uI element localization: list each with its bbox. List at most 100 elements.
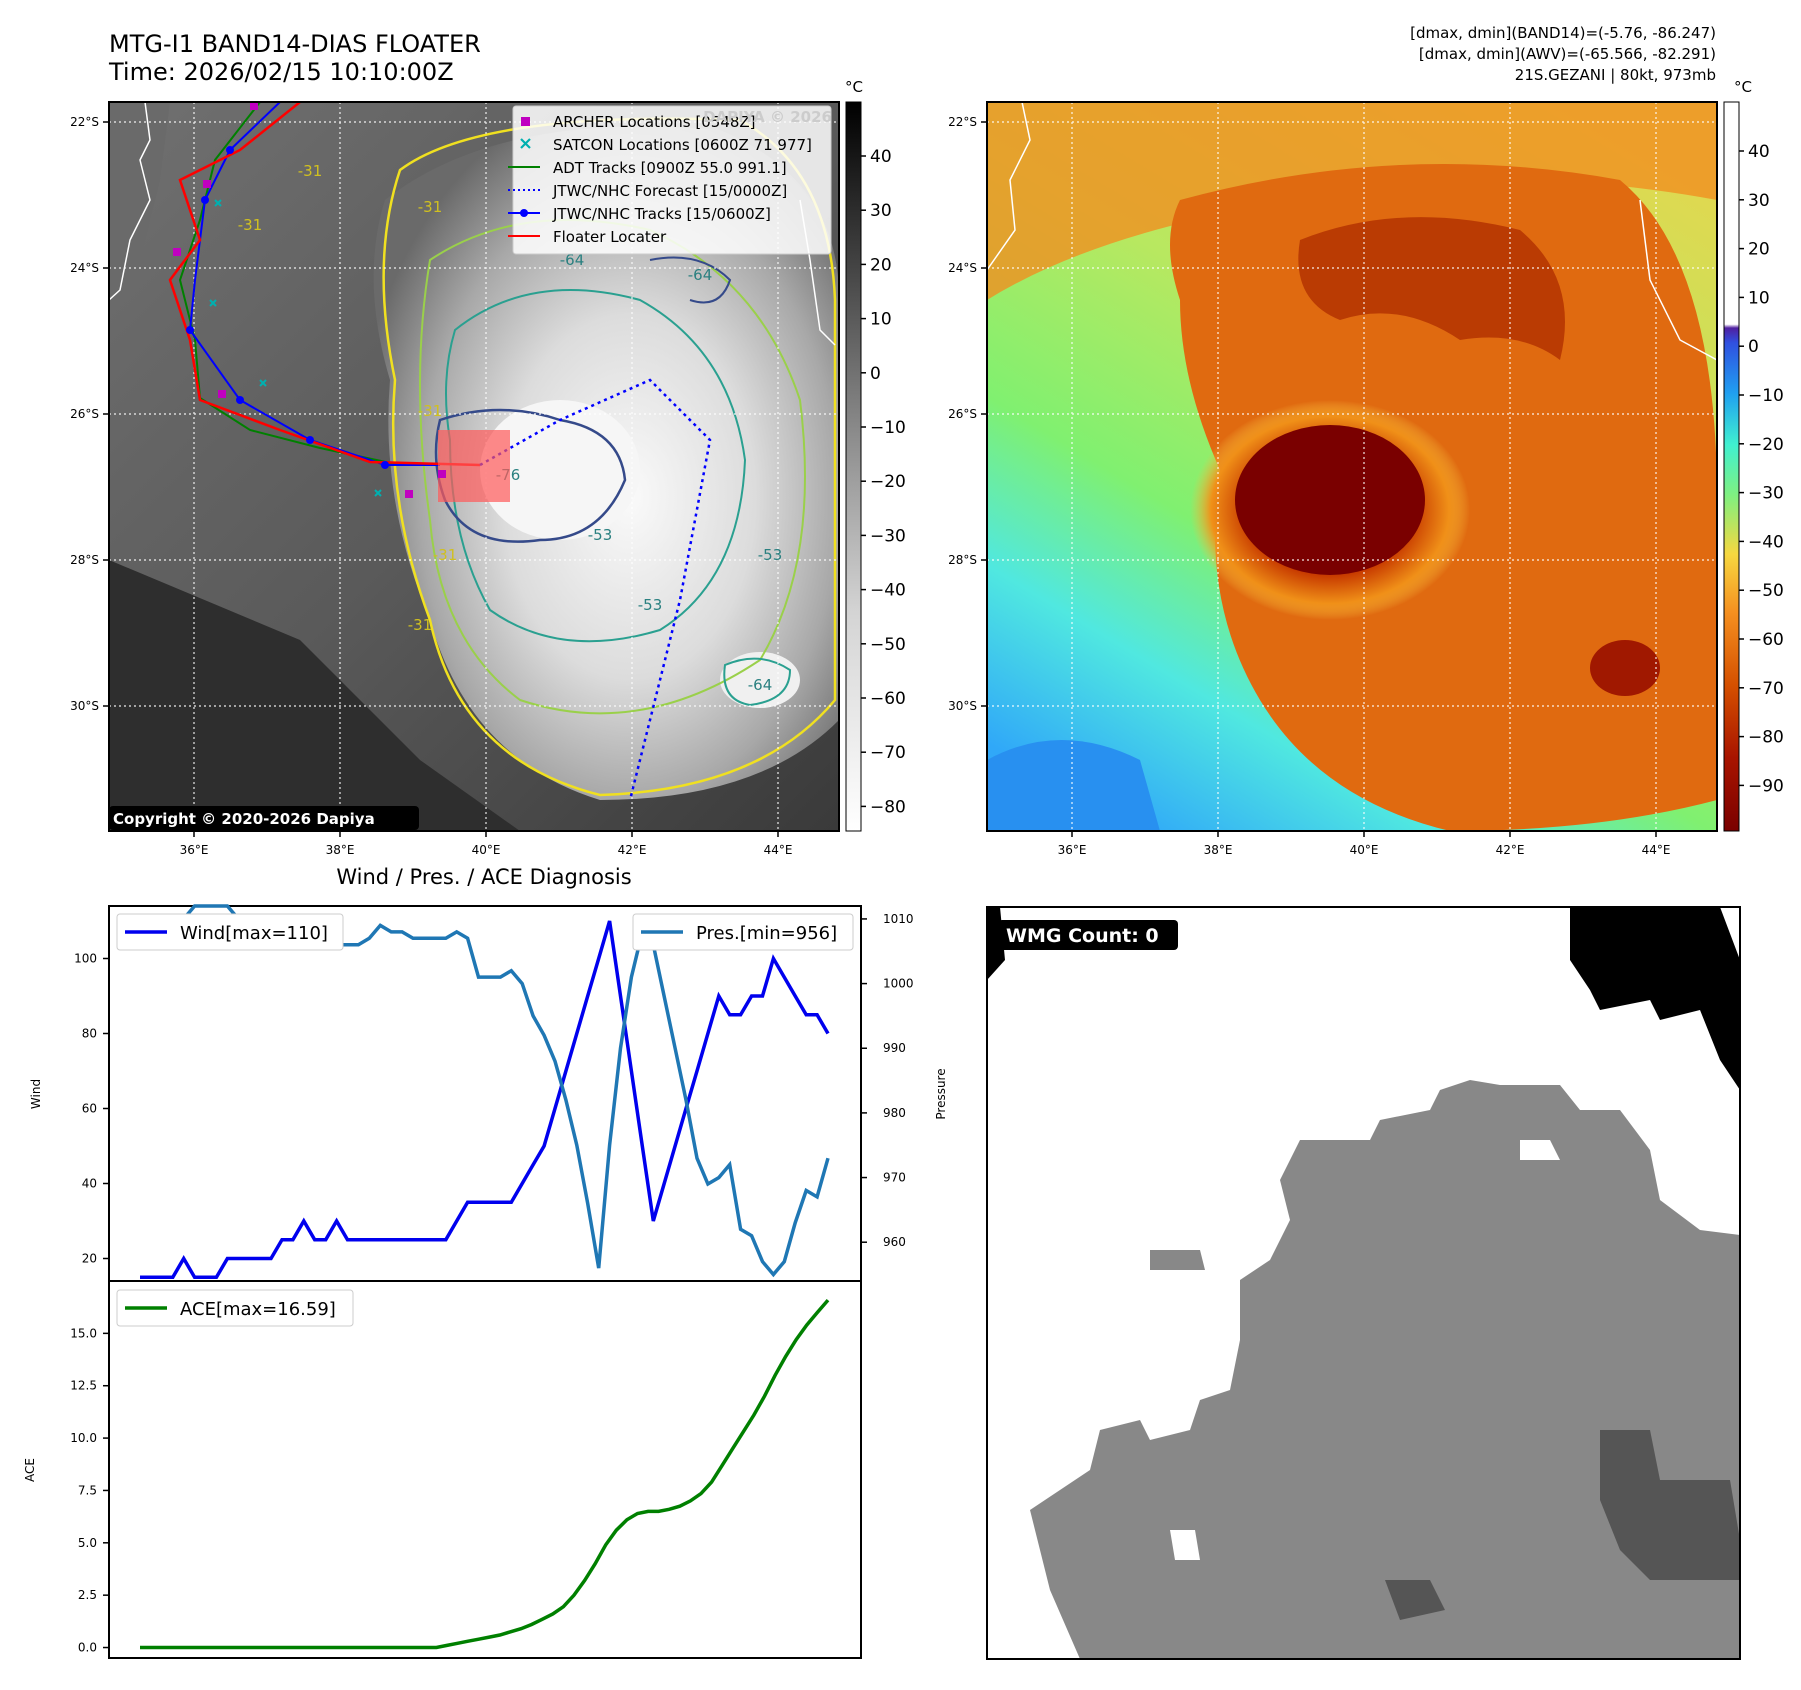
- wind-tick-label: 80: [82, 1027, 97, 1041]
- awv-gridlines: [987, 102, 1717, 831]
- colorbar-tick-label: −20: [1748, 435, 1784, 455]
- legend-satcon: SATCON Locations [0600Z 71 977]: [553, 136, 812, 154]
- colorbar-tick-label: −90: [1748, 776, 1784, 796]
- wind-tick-label: 20: [82, 1252, 97, 1266]
- lon-tick-label: 36°E: [180, 843, 209, 857]
- legend-archer: ARCHER Locations [0548Z]: [553, 113, 756, 131]
- awv-map-panel: 22°S 24°S 26°S 28°S 30°S 36°E 38°E 40°E 42°E 44°…: [948, 78, 1784, 857]
- awv-core-darkest: [1235, 425, 1425, 575]
- satcon-markers: [209, 199, 382, 497]
- colorbar-tick-label: −40: [1748, 532, 1784, 552]
- wind-tick-label: 60: [82, 1102, 97, 1116]
- colorbar-tick-label: 10: [1748, 288, 1770, 308]
- wmg-panel: WMG Count: 0: [986, 906, 1741, 1660]
- lon-tick-label: 40°E: [1350, 843, 1379, 857]
- wmg-count-box: [998, 920, 1178, 950]
- pressure-axis-label: Pressure: [934, 1068, 948, 1119]
- colorbar-tick-label: −10: [1748, 386, 1784, 406]
- awv-frame: [986, 101, 1718, 832]
- wind-pressure-chart: Wind / Pres. / ACE Diagnosis 20 40 60 80 100…: [29, 865, 948, 1282]
- diagnosis-title: Wind / Pres. / ACE Diagnosis: [336, 865, 631, 889]
- ace-tick-label: 2.5: [78, 1588, 97, 1602]
- figure-title: MTG-I1 BAND14-DIAS FLOATER: [109, 30, 481, 58]
- ir-colorbar-ticks: 40 30 20 10 0 −10 −20 −30 −40 −50 −60 −70 −80: [861, 147, 906, 817]
- lon-tick-label: 36°E: [1058, 843, 1087, 857]
- pressure-tick-label: 980: [883, 1106, 906, 1120]
- ace-tick-label: 10.0: [70, 1431, 97, 1445]
- floater-box: [438, 430, 510, 502]
- watermark: DAPIYA © 2026: [703, 108, 832, 126]
- awv-coastline: [987, 102, 1031, 271]
- awv-south-cell: [1590, 640, 1660, 696]
- ace-frame: [108, 1280, 862, 1659]
- awv-colorbar-unit: °C: [1734, 78, 1752, 96]
- contour-53-south: [723, 657, 792, 707]
- lon-tick-label: 38°E: [1204, 843, 1233, 857]
- wind-series-line: [140, 920, 830, 1280]
- colorbar-tick-label: −60: [870, 689, 906, 709]
- wmg-black-region: [1570, 907, 1740, 1090]
- pressure-tick-label: 970: [883, 1171, 906, 1185]
- contour-label: -31: [433, 546, 458, 564]
- legend-adt: ADT Tracks [0900Z 55.0 991.1]: [553, 159, 787, 177]
- lat-tick-label: 24°S: [948, 261, 977, 275]
- ace-ticks: 0.0 2.5 5.0 7.5 10.0 12.5 15.0: [70, 1326, 109, 1655]
- lat-tick-label: 22°S: [70, 115, 99, 129]
- pressure-tick-label: 1010: [883, 912, 914, 926]
- lon-tick-label: 44°E: [764, 843, 793, 857]
- pressure-tick-label: 1000: [883, 977, 914, 991]
- satcon-legend-icon: [520, 138, 531, 149]
- awv-colorbar-ticks: 40 30 20 10 0 −10 −20 −30 −40 −50 −60 −70 −80 −90: [1739, 142, 1784, 796]
- lat-tick-label: 30°S: [70, 699, 99, 713]
- wind-legend: Wind[max=110]: [116, 913, 344, 951]
- lon-tick-label: 42°E: [1496, 843, 1525, 857]
- colorbar-tick-label: 40: [870, 147, 892, 167]
- ir-colorbar: [845, 101, 862, 832]
- colorbar-tick-label: 10: [870, 310, 892, 330]
- colorbar-tick-label: −20: [870, 472, 906, 492]
- awv-northern-dark: [1298, 217, 1565, 360]
- colorbar-tick-label: 30: [1748, 191, 1770, 211]
- ace-axis-label: ACE: [23, 1458, 37, 1482]
- colorbar-tick-label: 0: [1748, 337, 1759, 357]
- legend-floater: Floater Locater: [553, 228, 667, 246]
- land-mozambique: [109, 102, 170, 300]
- awv-range: [dmax, dmin](AWV)=(-65.566, -82.291): [1419, 45, 1716, 63]
- lon-tick-label: 38°E: [326, 843, 355, 857]
- lon-tick-label: 42°E: [618, 843, 647, 857]
- ir-colorbar-unit: °C: [845, 78, 863, 96]
- awv-lon-ticks: 36°E 38°E 40°E 42°E 44°E: [1058, 831, 1671, 857]
- ace-tick-label: 5.0: [78, 1536, 97, 1550]
- wind-axis-label: Wind: [29, 1079, 43, 1109]
- contour-label: -31: [408, 616, 433, 634]
- colorbar-tick-label: −30: [870, 526, 906, 546]
- lon-tick-label: 44°E: [1642, 843, 1671, 857]
- colorbar-tick-label: 20: [1748, 240, 1770, 260]
- wind-ticks: 20 40 60 80 100: [74, 952, 109, 1266]
- pressure-ticks: 960 970 980 990 1000 1010: [861, 912, 914, 1249]
- wind-pressure-frame: [108, 905, 862, 1282]
- ace-legend-label: ACE[max=16.59]: [180, 1299, 336, 1320]
- colorbar-tick-label: −40: [870, 581, 906, 601]
- cold-sea-region: [109, 560, 520, 831]
- ace-tick-label: 7.5: [78, 1483, 97, 1497]
- figure-time: Time: 2026/02/15 10:10:00Z: [108, 58, 454, 86]
- contour-label: -31: [418, 198, 443, 216]
- ace-series-line: [140, 1298, 830, 1650]
- wmg-gray-fragment: [1150, 1250, 1205, 1270]
- pressure-tick-label: 990: [883, 1041, 906, 1055]
- wmg-gray-region: [1030, 1080, 1740, 1659]
- coastline-north: [109, 102, 151, 301]
- colorbar-tick-label: −50: [870, 635, 906, 655]
- ir-lon-ticks: 36°E 38°E 40°E 42°E 44°E: [180, 831, 793, 857]
- ace-tick-label: 12.5: [70, 1379, 97, 1393]
- contour-label: -64: [748, 676, 773, 694]
- copyright: Copyright © 2020-2026 Dapiya: [113, 810, 375, 828]
- wmg-dark-region: [1600, 1430, 1740, 1580]
- wmg-frame: [986, 906, 1741, 1660]
- band14-range: [dmax, dmin](BAND14)=(-5.76, -86.247): [1410, 24, 1716, 42]
- map-legend: ARCHER Locations [0548Z] SATCON Location…: [508, 105, 832, 255]
- legend-jtwc: JTWC/NHC Tracks [15/0600Z]: [552, 205, 771, 223]
- lat-tick-label: 30°S: [948, 699, 977, 713]
